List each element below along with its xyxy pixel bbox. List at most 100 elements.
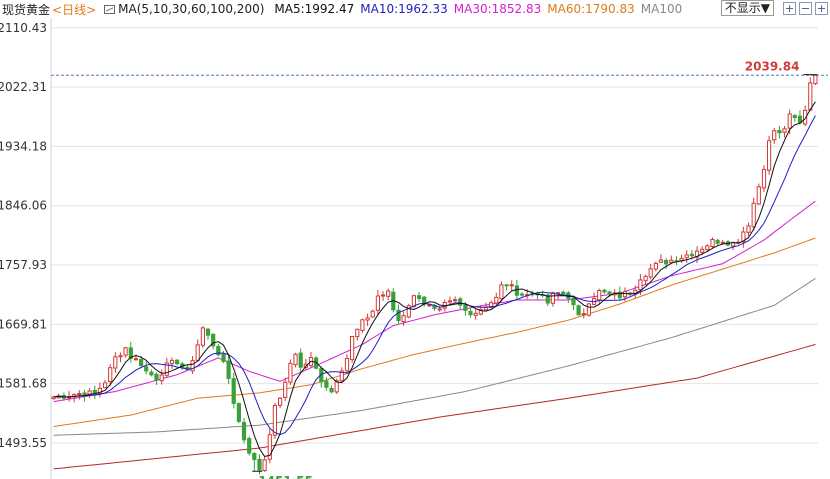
period-selector[interactable]: <日线> [52,2,97,17]
candle[interactable] [164,357,169,377]
display-dropdown[interactable]: 不显示▼ [720,0,774,16]
candle[interactable] [77,390,82,400]
candle[interactable] [144,360,149,375]
candle[interactable] [175,359,180,366]
candle[interactable] [159,369,164,385]
candle[interactable] [339,367,344,383]
candle[interactable] [653,261,658,272]
candle[interactable] [576,304,581,316]
candle[interactable] [252,452,257,472]
candle[interactable] [211,333,216,350]
candle[interactable] [550,291,555,307]
candle[interactable] [190,355,195,374]
candle[interactable] [350,335,355,363]
candle[interactable] [355,328,360,341]
candle[interactable] [808,77,813,112]
candle[interactable] [658,254,664,263]
fit-icon[interactable] [815,1,828,15]
candle[interactable] [664,258,669,269]
candle[interactable] [113,352,118,373]
candle[interactable] [324,377,329,391]
candle[interactable] [370,309,375,318]
candle[interactable] [103,379,108,389]
candle[interactable] [777,125,782,139]
candle[interactable] [684,250,689,263]
candle[interactable] [396,304,401,325]
candle[interactable] [417,292,422,302]
candle[interactable] [494,292,499,306]
candle[interactable] [87,388,92,399]
candle[interactable] [386,288,391,301]
candle[interactable] [406,303,411,319]
candle[interactable] [200,326,206,348]
candle[interactable] [741,226,746,248]
candle[interactable] [375,289,380,316]
candle[interactable] [792,114,797,122]
candle[interactable] [401,311,406,327]
candle[interactable] [586,303,591,317]
candle[interactable] [319,366,324,388]
candle[interactable] [329,385,334,394]
candle[interactable] [149,369,154,377]
candle[interactable] [267,428,272,464]
candle[interactable] [380,291,386,301]
candle[interactable] [108,364,113,386]
candle[interactable] [643,274,648,285]
candle[interactable] [803,105,808,127]
candle[interactable] [756,183,761,205]
candle[interactable] [169,357,175,369]
candle[interactable] [293,352,298,368]
candle[interactable] [298,348,303,373]
candle[interactable] [468,308,473,318]
candle[interactable] [118,352,123,363]
candle[interactable] [767,135,772,175]
candle[interactable] [262,455,267,472]
candle[interactable] [226,355,231,385]
zoom-out-icon[interactable] [799,1,812,15]
zoom-in-icon[interactable] [783,1,796,15]
candle[interactable] [772,128,777,144]
candle[interactable] [509,280,514,291]
candle[interactable] [566,290,571,304]
candle[interactable] [123,346,128,358]
candle[interactable] [674,256,679,266]
candle[interactable] [97,382,103,398]
candle[interactable] [195,339,200,362]
candle[interactable] [205,327,211,340]
candle[interactable] [247,436,252,456]
candle[interactable] [139,356,144,368]
candle[interactable] [344,354,350,375]
candle[interactable] [592,292,597,306]
candle[interactable] [519,292,525,297]
candle[interactable] [288,359,293,385]
candle[interactable] [571,295,576,310]
candle[interactable] [581,308,586,319]
candle[interactable] [154,372,159,385]
candle[interactable] [128,341,133,363]
candle[interactable] [499,281,504,302]
candle[interactable] [241,417,247,444]
candle[interactable] [782,125,787,138]
candle[interactable] [453,296,458,303]
candle[interactable] [308,352,314,368]
candle[interactable] [648,263,653,280]
candle[interactable] [216,343,221,357]
candle[interactable] [746,222,751,237]
candle[interactable] [751,197,756,231]
candle[interactable] [92,385,97,400]
candle[interactable] [504,284,509,291]
candle[interactable] [360,318,365,333]
candle[interactable] [278,396,283,409]
candle[interactable] [283,377,288,401]
candle[interactable] [334,378,339,394]
candle[interactable] [473,308,478,320]
candle[interactable] [679,254,684,264]
candle[interactable] [447,296,452,305]
candle[interactable] [231,372,236,409]
candle[interactable] [710,237,715,249]
candle[interactable] [597,288,602,304]
candle[interactable] [365,313,370,326]
candle[interactable] [715,238,720,246]
candle[interactable] [761,165,767,193]
